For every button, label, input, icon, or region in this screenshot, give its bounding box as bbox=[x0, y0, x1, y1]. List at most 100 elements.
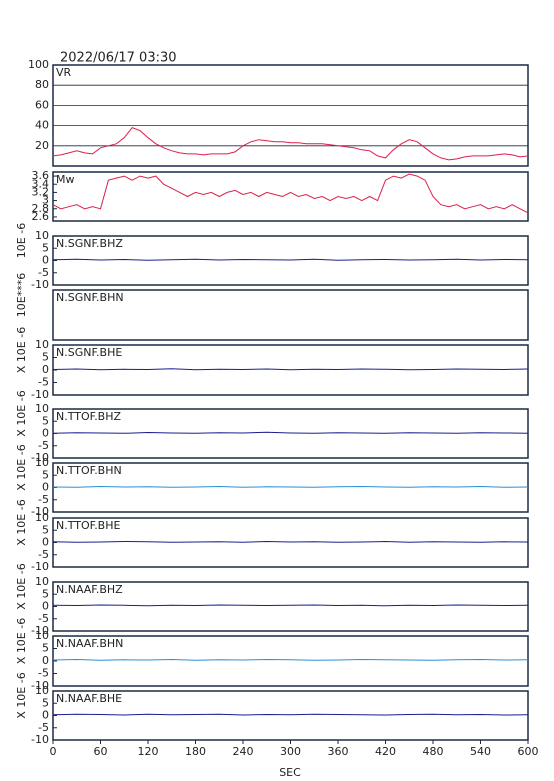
y-tick-label: -5 bbox=[38, 721, 49, 734]
panel-title: N.SGNF.BHN bbox=[56, 291, 124, 304]
series-line bbox=[52, 485, 529, 488]
x-tick-label: 420 bbox=[375, 745, 396, 758]
y-tick-label: 10 bbox=[35, 402, 49, 415]
series-line bbox=[52, 173, 529, 214]
y-tick-label: -10 bbox=[31, 388, 49, 401]
panel-title: Mw bbox=[56, 173, 75, 186]
y-tick-label: 10 bbox=[35, 575, 49, 588]
y-tick-label: 40 bbox=[35, 119, 49, 132]
y-axis-label: X 10E -6 bbox=[15, 618, 28, 664]
x-tick-label: 240 bbox=[233, 745, 254, 758]
y-axis-label: 10E -6 bbox=[15, 223, 28, 258]
panel-title: N.NAAF.BHN bbox=[56, 637, 123, 650]
x-tick-label: 300 bbox=[280, 745, 301, 758]
y-tick-label: 0 bbox=[42, 600, 49, 613]
x-axis-label: SEC bbox=[279, 766, 301, 779]
panel-frame bbox=[52, 690, 529, 741]
y-tick-label: -5 bbox=[38, 667, 49, 680]
y-tick-label: 5 bbox=[42, 351, 49, 364]
series-line bbox=[52, 604, 529, 607]
y-tick-label: -5 bbox=[38, 493, 49, 506]
y-tick-label: 60 bbox=[35, 98, 49, 111]
y-tick-label: -5 bbox=[38, 548, 49, 561]
y-tick-label: 80 bbox=[35, 78, 49, 91]
y-tick-label: 0 bbox=[42, 481, 49, 494]
y-axis-label: X 10E -6 bbox=[15, 672, 28, 718]
series-line bbox=[52, 368, 529, 371]
panel-title: N.NAAF.BHE bbox=[56, 692, 122, 705]
y-tick-label: 2.8 bbox=[32, 202, 50, 215]
x-tick-label: 120 bbox=[138, 745, 159, 758]
y-tick-label: 20 bbox=[35, 139, 49, 152]
series-line bbox=[52, 540, 529, 543]
y-axis-label: 10E***6 bbox=[15, 273, 28, 317]
y-tick-label: 0 bbox=[42, 363, 49, 376]
panel-frame bbox=[52, 171, 529, 222]
chart-title: 2022/06/17 03:30 bbox=[60, 51, 177, 66]
panel-title: N.TTOF.BHN bbox=[56, 464, 122, 477]
panel-title: VR bbox=[56, 66, 72, 79]
panel-frame bbox=[52, 64, 529, 167]
x-tick-label: 360 bbox=[328, 745, 349, 758]
x-tick-label: 600 bbox=[518, 745, 539, 758]
panel-title: N.SGNF.BHE bbox=[56, 346, 122, 359]
panel-title: N.NAAF.BHZ bbox=[56, 583, 123, 596]
y-axis-label: X 10E -6 bbox=[15, 499, 28, 545]
y-tick-label: 10 bbox=[35, 456, 49, 469]
series-line bbox=[52, 431, 529, 434]
x-tick-label: 540 bbox=[470, 745, 491, 758]
x-tick-label: 60 bbox=[94, 745, 108, 758]
y-tick-label: 5 bbox=[42, 468, 49, 481]
y-tick-label: 10 bbox=[35, 338, 49, 351]
y-tick-label: -10 bbox=[31, 278, 49, 291]
y-tick-label: 0 bbox=[42, 536, 49, 549]
y-tick-label: 0 bbox=[42, 709, 49, 722]
y-tick-label: 0 bbox=[42, 427, 49, 440]
y-tick-label: -5 bbox=[38, 439, 49, 452]
y-tick-label: -5 bbox=[38, 266, 49, 279]
panel-title: N.TTOF.BHZ bbox=[56, 410, 122, 423]
panel-frame bbox=[52, 581, 529, 632]
y-tick-label: -10 bbox=[31, 560, 49, 573]
y-tick-label: 0 bbox=[42, 254, 49, 267]
y-tick-label: -10 bbox=[31, 733, 49, 746]
y-tick-label: 3.4 bbox=[32, 177, 50, 190]
y-tick-label: 10 bbox=[35, 229, 49, 242]
series-line bbox=[52, 658, 529, 661]
x-tick-label: 0 bbox=[50, 745, 57, 758]
panel-frame bbox=[52, 289, 529, 341]
series-line bbox=[52, 126, 529, 161]
y-tick-label: 0 bbox=[42, 654, 49, 667]
y-tick-label: -10 bbox=[31, 624, 49, 637]
y-axis-label: X 10E -6 bbox=[15, 390, 28, 436]
panel-title: N.TTOF.BHE bbox=[56, 519, 121, 532]
y-tick-label: 10 bbox=[35, 684, 49, 697]
x-tick-label: 480 bbox=[423, 745, 444, 758]
y-tick-label: 5 bbox=[42, 414, 49, 427]
y-tick-label: -10 bbox=[31, 679, 49, 692]
y-axis-label: X 10E -6 bbox=[15, 563, 28, 609]
y-tick-label: -5 bbox=[38, 612, 49, 625]
y-tick-label: 5 bbox=[42, 642, 49, 655]
y-axis-label: X 10E -6 bbox=[15, 327, 28, 373]
y-tick-label: 10 bbox=[35, 511, 49, 524]
y-tick-label: -10 bbox=[31, 505, 49, 518]
y-tick-label: 5 bbox=[42, 523, 49, 536]
y-tick-label: 3 bbox=[42, 194, 49, 207]
y-tick-label: 5 bbox=[42, 696, 49, 709]
y-tick-label: 5 bbox=[42, 241, 49, 254]
y-tick-label: 10 bbox=[35, 629, 49, 642]
y-tick-label: 100 bbox=[28, 58, 49, 71]
y-axis-label: X 10E -6 bbox=[15, 444, 28, 490]
y-tick-label: -10 bbox=[31, 451, 49, 464]
x-tick-label: 180 bbox=[185, 745, 206, 758]
panel-title: N.SGNF.BHZ bbox=[56, 237, 123, 250]
y-tick-label: 3.2 bbox=[32, 185, 50, 198]
y-tick-label: 2.6 bbox=[32, 210, 50, 223]
series-line bbox=[52, 258, 529, 261]
y-tick-label: 5 bbox=[42, 587, 49, 600]
panel-frame bbox=[52, 635, 529, 687]
series-line bbox=[52, 713, 529, 716]
y-tick-label: 3.6 bbox=[32, 169, 50, 182]
